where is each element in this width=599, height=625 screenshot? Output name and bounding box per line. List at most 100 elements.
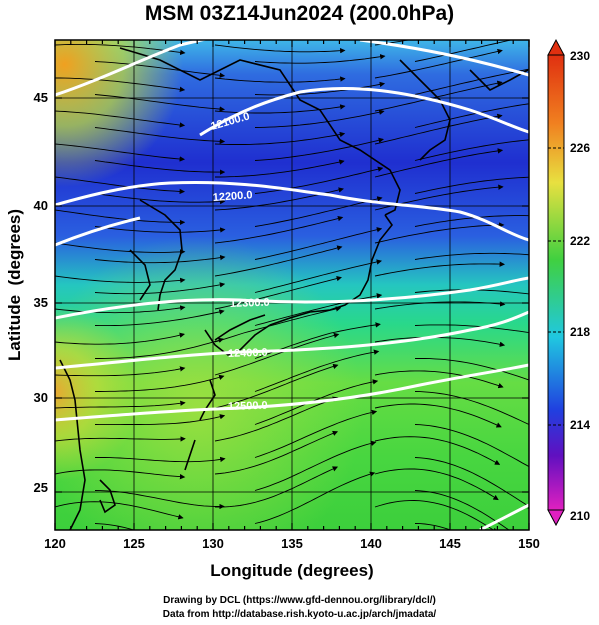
streamline [254, 379, 379, 425]
streamline [374, 370, 504, 389]
streamline [254, 349, 380, 392]
streamline [254, 166, 384, 194]
streamline [254, 109, 385, 128]
colorbar-label: 226 [570, 141, 590, 155]
streamline [55, 143, 185, 162]
streamline [414, 424, 529, 468]
streamline [94, 160, 226, 175]
x-tick-label: 125 [123, 536, 145, 551]
streamline [94, 193, 226, 205]
streamline [214, 363, 339, 409]
streamline [374, 261, 505, 277]
streamline [374, 40, 412, 46]
x-tick-label: 150 [518, 536, 540, 551]
streamline [55, 275, 186, 284]
y-axis-label: Latitude (degrees) [5, 209, 24, 361]
geopotential-contours [55, 40, 529, 530]
y-tick-label: 35 [34, 295, 48, 310]
streamline [55, 501, 184, 520]
streamline [95, 337, 224, 359]
contour-label-12500: 12500.0 [228, 400, 268, 413]
streamline [374, 500, 498, 530]
streamline [414, 490, 510, 530]
streamline [55, 332, 185, 345]
streamline [414, 176, 529, 194]
streamline [214, 104, 346, 114]
streamline [214, 76, 346, 83]
streamline [94, 309, 225, 327]
streamline [374, 48, 503, 79]
streamline [254, 54, 386, 64]
streamline [374, 468, 499, 501]
y-tick-label: 45 [34, 90, 48, 105]
streamline [414, 457, 529, 510]
colorbar-label: 214 [570, 418, 590, 432]
streamline [374, 336, 506, 347]
streamline [214, 396, 339, 442]
streamline [254, 196, 383, 227]
x-tick-label: 130 [202, 536, 224, 551]
streamline [374, 436, 501, 465]
streamline [94, 226, 226, 233]
streamline [254, 137, 384, 161]
streamline [414, 139, 529, 161]
contour-label-12200: 12200.0 [212, 189, 253, 204]
streamline [374, 301, 506, 310]
y-tick-label: 30 [34, 390, 48, 405]
colorbar: 230 226 222 218 214 210 [547, 38, 590, 527]
streamline [374, 222, 505, 244]
colorbar-label: 210 [570, 509, 590, 523]
streamline [374, 148, 504, 178]
colorbar-top-triangle [547, 38, 565, 56]
streamline [94, 282, 226, 295]
streamline [254, 471, 376, 524]
contour-label-12300: 12300.0 [230, 297, 270, 310]
contour-label-12400: 12400.0 [228, 347, 268, 360]
streamline [94, 523, 136, 530]
streamline [94, 414, 226, 425]
map-title: MSM 03Z14Jun2024 (200.0hPa) [144, 2, 455, 25]
streamline [95, 456, 226, 463]
map-grid [55, 40, 529, 530]
streamline [414, 252, 529, 260]
streamline [254, 227, 383, 260]
streamline [55, 436, 186, 442]
streamline [414, 357, 529, 381]
streamline [94, 490, 225, 510]
streamline [214, 332, 340, 376]
x-tick-label: 145 [439, 536, 461, 551]
colorbar-bottom-triangle [547, 509, 565, 527]
streamline [254, 81, 386, 96]
credit-line-1: Drawing by DCL (https://www.gfd-dennou.o… [163, 595, 436, 606]
y-tick-label: 25 [34, 480, 48, 495]
x-tick-labels: 120 125 130 135 140 145 150 [44, 536, 540, 551]
y-tick-label: 40 [34, 198, 48, 213]
colorbar-label: 230 [570, 49, 590, 63]
streamline [374, 80, 503, 112]
colorbar-scale [547, 54, 565, 511]
axis-ticks [54, 40, 530, 530]
streamline [55, 242, 186, 255]
x-tick-label: 120 [44, 536, 66, 551]
streamline [254, 293, 383, 326]
streamline [254, 409, 378, 458]
streamline [214, 306, 342, 343]
streamline [214, 44, 346, 54]
streamline [414, 523, 452, 530]
colorbar-label: 222 [570, 234, 590, 248]
x-tick-label: 140 [360, 536, 382, 551]
streamline [414, 289, 529, 295]
streamline [95, 374, 225, 392]
colorbar-label: 218 [570, 325, 590, 339]
streamline [414, 391, 529, 425]
streamline [214, 215, 344, 244]
y-tick-labels: 25 30 35 40 45 [34, 90, 48, 495]
streamline [215, 466, 339, 508]
streamline [55, 110, 186, 128]
streamline [254, 259, 382, 293]
streamline [94, 94, 225, 112]
credit-line-2: Data from http://database.rish.kyoto-u.a… [162, 609, 437, 620]
streamline [374, 403, 502, 428]
streamline [55, 305, 186, 314]
